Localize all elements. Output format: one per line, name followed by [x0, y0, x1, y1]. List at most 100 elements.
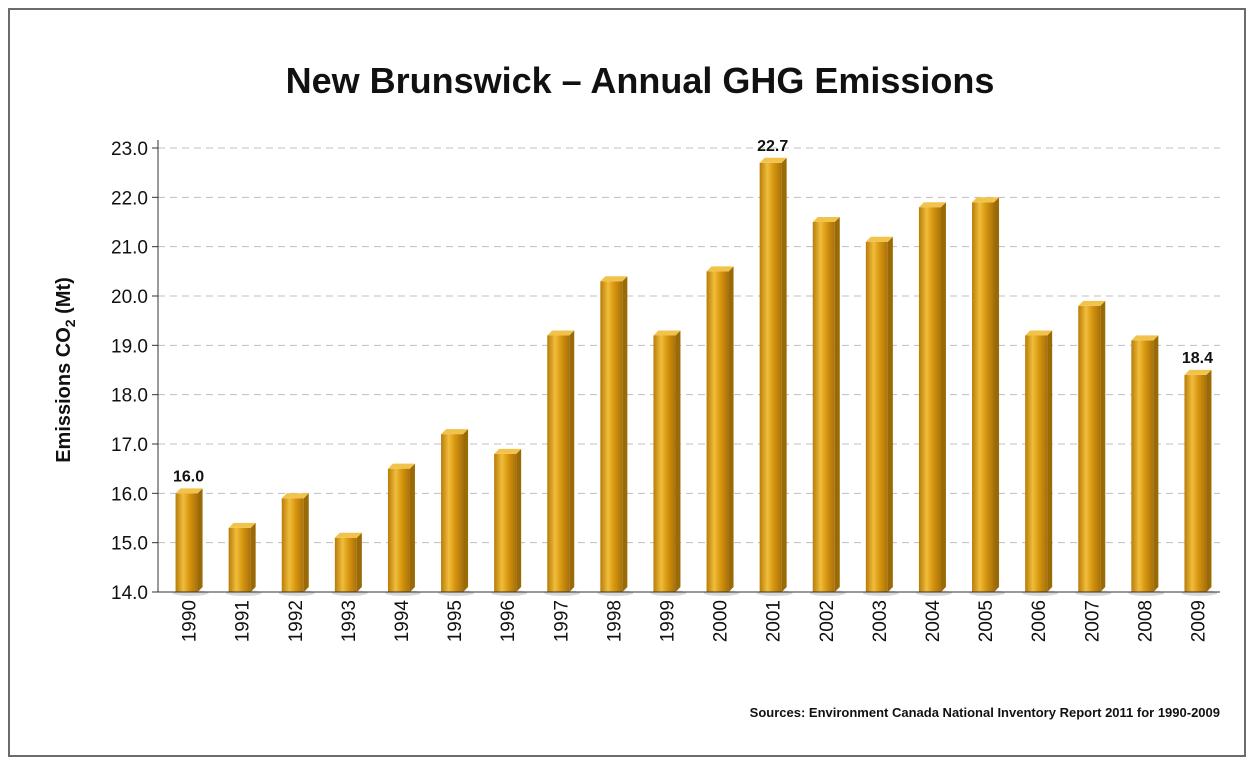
bar-front: [1078, 305, 1101, 592]
bar-top: [334, 532, 362, 538]
x-tick-label: 1994: [392, 600, 413, 643]
bar-side: [622, 276, 628, 592]
bar-top: [387, 463, 415, 469]
y-tick-label: 22.0: [111, 188, 148, 209]
bar-front: [1184, 374, 1207, 592]
bar-top: [175, 488, 203, 494]
x-tick-label: 1992: [286, 600, 307, 642]
bar-side: [356, 532, 362, 592]
bar-side: [197, 488, 203, 592]
bar-1999: [650, 330, 687, 596]
x-tick-label: 2008: [1135, 600, 1156, 642]
y-axis-label-subscript: 2: [62, 319, 78, 327]
y-tick-label: 21.0: [111, 238, 148, 259]
x-tick-label: 2005: [976, 600, 997, 642]
bar-front: [1131, 340, 1154, 592]
bar-top: [1131, 335, 1159, 341]
bar-2006: [1022, 330, 1059, 596]
bar-front: [175, 493, 198, 592]
bar-front: [494, 453, 517, 592]
gridlines: [158, 147, 1220, 544]
bar-2005: [969, 197, 1006, 596]
bar-front: [600, 281, 623, 592]
x-tick-label: 1990: [180, 600, 201, 642]
y-tick-label: 19.0: [111, 336, 148, 357]
x-tick-label: 1997: [551, 600, 572, 642]
chart-title: New Brunswick – Annual GHG Emissions: [286, 60, 995, 101]
bar-1998: [597, 276, 634, 596]
bar-side: [1153, 335, 1159, 592]
bar-top: [759, 157, 787, 163]
data-label-2001: 22.7: [757, 138, 788, 155]
data-labels: 16.0 22.7 18.4: [173, 138, 1213, 486]
bar-front: [334, 537, 357, 592]
bar-top: [1078, 300, 1106, 306]
bar-front: [547, 335, 570, 592]
bar-1995: [438, 429, 475, 596]
x-tick-label: 2004: [923, 600, 944, 643]
y-axis-label-main: Emissions CO: [53, 327, 75, 463]
bar-front: [865, 241, 888, 592]
bar-front: [441, 434, 464, 592]
bar-1992: [278, 493, 315, 596]
x-tick-label: 2000: [711, 600, 732, 642]
bar-side: [516, 448, 522, 592]
data-label-2009: 18.4: [1182, 350, 1213, 367]
bar-front: [918, 207, 941, 592]
y-tick-label: 15.0: [111, 534, 148, 555]
bar-front: [972, 202, 995, 592]
bar-side: [250, 522, 256, 592]
bar-2003: [862, 236, 899, 596]
bar-side: [675, 330, 681, 592]
x-tick-label: 2009: [1188, 600, 1209, 642]
x-tick-label: 1998: [604, 600, 625, 642]
bar-top: [812, 217, 840, 222]
bar-1993: [331, 532, 368, 596]
bar-top: [1184, 369, 1212, 375]
bar-top: [600, 276, 628, 282]
bar-2004: [915, 202, 952, 596]
bar-side: [781, 157, 787, 593]
axes: [157, 140, 1220, 593]
bar-1991: [225, 522, 262, 596]
bar-front: [387, 468, 410, 592]
bar-front: [281, 498, 304, 592]
bar-2000: [703, 266, 740, 596]
y-tick-label: 14.0: [111, 583, 148, 604]
bar-top: [918, 202, 946, 208]
bar-top: [441, 429, 469, 435]
y-tick-label: 17.0: [111, 435, 148, 456]
bar-front: [759, 162, 782, 593]
bar-top: [1025, 330, 1053, 336]
x-tick-label: 2006: [1029, 600, 1050, 642]
x-tick-label: 1996: [498, 600, 519, 642]
y-tick-label: 18.0: [111, 386, 148, 407]
y-tick-label: 23.0: [111, 139, 148, 160]
x-tick-label: 1999: [657, 600, 678, 642]
bar-side: [1047, 330, 1053, 592]
bar-2007: [1075, 300, 1112, 596]
bar-top: [972, 197, 1000, 203]
x-tick-label: 2001: [764, 600, 785, 642]
bar-side: [1206, 369, 1212, 592]
bar-top: [281, 493, 309, 499]
bar-side: [940, 202, 946, 592]
bar-front: [1025, 335, 1048, 592]
bar-front: [228, 527, 251, 592]
bar-side: [303, 493, 309, 592]
bar-side: [887, 236, 893, 592]
bar-top: [653, 330, 681, 336]
x-tick-label: 1993: [339, 600, 360, 642]
bar-front: [706, 271, 729, 592]
y-axis-label-unit: (Mt): [53, 277, 75, 319]
bar-side: [994, 197, 1000, 592]
bars: [172, 157, 1218, 596]
data-label-1990: 16.0: [173, 468, 204, 485]
bar-front: [653, 335, 676, 592]
bar-2001: [756, 157, 793, 596]
source-note: Sources: Environment Canada National Inv…: [750, 705, 1220, 720]
bar-front: [812, 222, 835, 592]
x-tick-label: 2002: [817, 600, 838, 642]
bar-1990: [172, 488, 209, 596]
